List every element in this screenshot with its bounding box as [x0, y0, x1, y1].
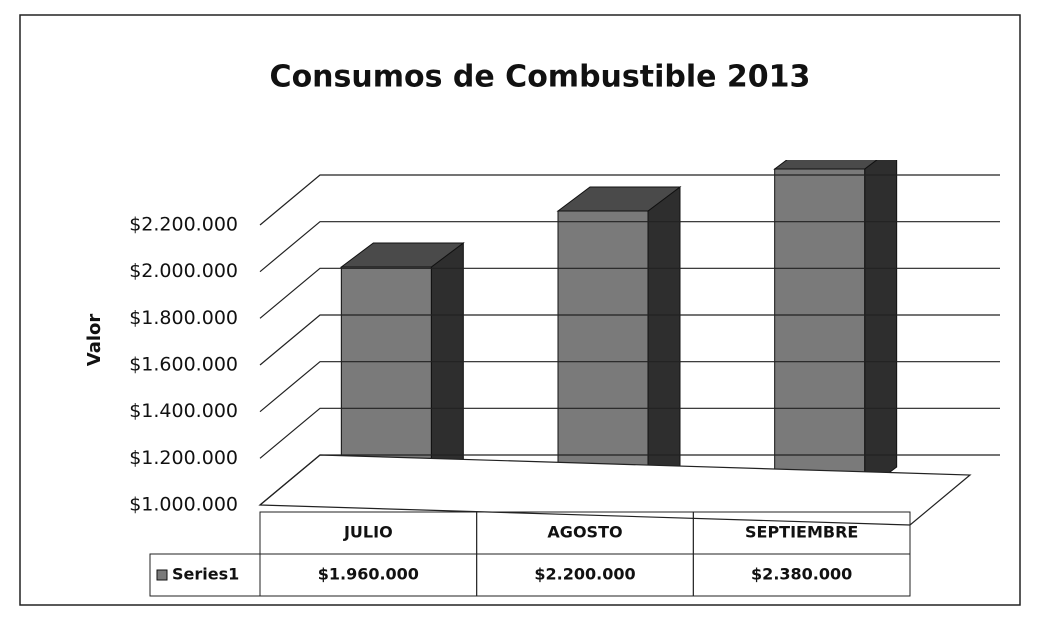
- bar: [557, 210, 649, 492]
- grid-line: [259, 314, 1000, 366]
- legend-label: Series1: [172, 565, 239, 584]
- x-tick-label: JULIO: [343, 523, 393, 542]
- y-tick-label: $1.200.000: [129, 447, 238, 469]
- bar-side: [430, 242, 464, 492]
- bar-side: [864, 160, 898, 492]
- legend-cell: [149, 553, 261, 597]
- y-tick-label: $2.200.000: [129, 214, 238, 236]
- y-tick-label: $1.600.000: [129, 354, 238, 376]
- grid-line: [259, 267, 1000, 319]
- table-cell: [692, 553, 911, 597]
- grid-line: [259, 221, 1000, 273]
- y-axis-label: Valor: [84, 314, 105, 367]
- grid-line: [259, 407, 1000, 459]
- plot-area: [339, 160, 898, 492]
- data-label: $2.200.000: [534, 565, 635, 584]
- x-tick-label: SEPTIEMBRE: [745, 523, 858, 542]
- grid-line: [259, 361, 1000, 413]
- y-tick-label: $1.400.000: [129, 400, 238, 422]
- bar-side: [647, 186, 681, 492]
- y-tick-label: $1.000.000: [129, 494, 238, 516]
- data-label: $1.960.000: [318, 565, 419, 584]
- legend-key: [156, 569, 168, 581]
- grid-line: [259, 454, 1000, 506]
- y-tick-label: $1.800.000: [129, 307, 238, 329]
- y-tick-label: $2.000.000: [129, 260, 238, 282]
- data-label: $2.380.000: [751, 565, 852, 584]
- x-tick-label: AGOSTO: [547, 523, 622, 542]
- bar: [774, 168, 866, 492]
- grid-line: [259, 174, 1000, 226]
- chart-title: Consumos de Combustible 2013: [270, 60, 811, 95]
